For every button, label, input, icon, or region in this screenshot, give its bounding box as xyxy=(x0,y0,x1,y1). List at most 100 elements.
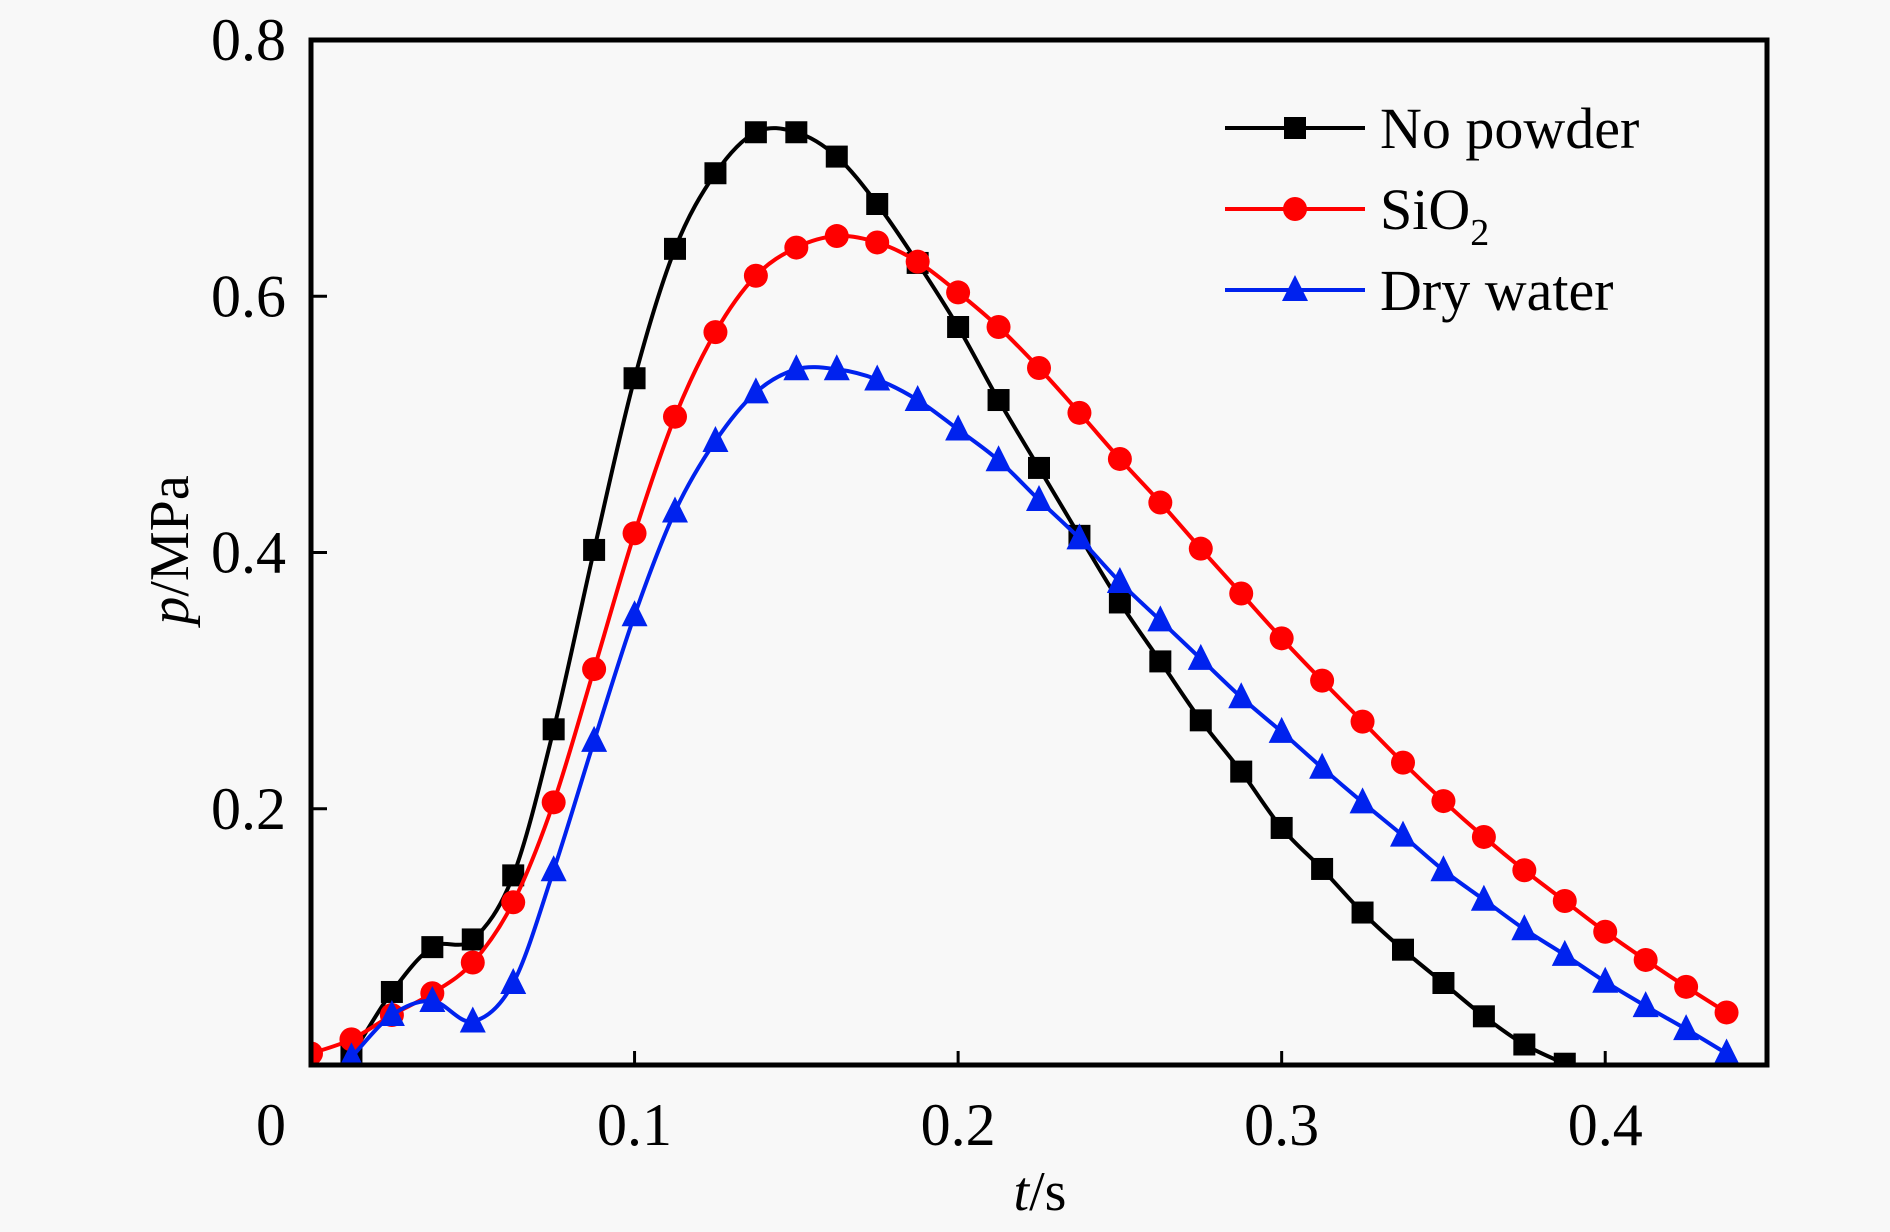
data-point-dry-water xyxy=(1147,605,1174,632)
x-axis-unit: /s xyxy=(1029,1161,1066,1223)
data-point-sio2 xyxy=(1471,824,1496,849)
data-point-no-powder xyxy=(866,193,889,215)
data-point-no-powder xyxy=(744,121,767,144)
data-point-no-powder xyxy=(987,389,1010,412)
legend-label: No powder xyxy=(1380,96,1639,161)
y-tick-label: 0.6 xyxy=(211,263,286,329)
legend-marker-circle-icon xyxy=(1283,197,1307,221)
data-point-sio2 xyxy=(1188,536,1213,561)
data-point-sio2 xyxy=(743,263,768,288)
data-point-dry-water xyxy=(340,1042,363,1065)
data-point-dry-water xyxy=(378,1000,405,1027)
x-tick-label: 0.4 xyxy=(1568,1092,1643,1158)
data-point-dry-water xyxy=(500,968,527,994)
x-tick-label: 0.1 xyxy=(597,1092,672,1158)
data-point-dry-water xyxy=(1713,1038,1740,1065)
data-point-sio2 xyxy=(339,1027,364,1052)
data-point-sio2 xyxy=(460,950,485,975)
data-point-no-powder xyxy=(1311,857,1334,880)
data-point-dry-water xyxy=(904,385,931,412)
data-point-dry-water xyxy=(459,1006,486,1033)
y-tick-label: 0.4 xyxy=(211,520,286,586)
data-point-sio2 xyxy=(784,235,809,260)
y-axis-var: p xyxy=(139,597,201,629)
data-point-dry-water xyxy=(783,354,810,381)
data-point-no-powder xyxy=(1553,1052,1576,1065)
data-point-sio2 xyxy=(1674,974,1699,999)
data-point-dry-water xyxy=(1349,787,1376,814)
data-point-dry-water xyxy=(1309,752,1336,779)
data-point-dry-water xyxy=(1268,716,1295,743)
y-axis-label: p/MPa xyxy=(139,475,201,628)
data-point-sio2 xyxy=(703,320,728,345)
legend-label: Dry water xyxy=(1380,258,1614,323)
data-point-sio2 xyxy=(541,790,566,815)
data-point-sio2 xyxy=(1633,947,1658,972)
data-point-no-powder xyxy=(380,980,403,1003)
data-point-no-powder xyxy=(704,162,727,185)
data-point-no-powder xyxy=(502,864,525,887)
data-point-no-powder xyxy=(623,367,646,390)
data-point-sio2 xyxy=(1107,446,1132,471)
x-axis-label: t/s xyxy=(1014,1161,1067,1223)
data-point-no-powder xyxy=(1351,901,1374,924)
data-point-no-powder xyxy=(583,538,606,561)
data-point-dry-water xyxy=(540,855,567,882)
data-point-no-powder xyxy=(421,936,444,959)
data-point-dry-water xyxy=(1592,966,1619,993)
data-point-no-powder xyxy=(1189,709,1212,732)
legend-label: SiO2 xyxy=(1380,177,1489,254)
data-point-dry-water xyxy=(864,364,891,391)
data-point-sio2 xyxy=(1552,889,1577,913)
data-point-no-powder xyxy=(542,718,565,741)
legend-marker-square-icon xyxy=(1284,117,1306,139)
data-point-dry-water xyxy=(419,985,446,1012)
data-point-dry-water xyxy=(1026,484,1052,511)
data-point-no-powder xyxy=(825,145,848,168)
legend-item-no-powder: No powder xyxy=(1225,96,1639,161)
data-point-sio2 xyxy=(311,1041,323,1065)
data-point-dry-water xyxy=(702,426,729,453)
legend-item-dry-water: Dry water xyxy=(1225,258,1614,323)
data-point-dry-water xyxy=(1228,682,1255,709)
data-point-dry-water xyxy=(1430,855,1457,882)
x-axis-var: t xyxy=(1014,1161,1031,1223)
data-point-dry-water xyxy=(1390,820,1416,847)
data-point-sio2 xyxy=(1391,750,1415,775)
series-line-sio2 xyxy=(311,233,1728,1056)
data-point-sio2 xyxy=(501,890,526,915)
data-point-dry-water xyxy=(985,445,1012,472)
x-tick-label: 0 xyxy=(256,1092,286,1158)
data-point-sio2 xyxy=(1350,709,1375,734)
legend-marker-triangle-icon xyxy=(1282,275,1308,301)
data-point-dry-water xyxy=(662,496,688,523)
data-point-no-powder xyxy=(664,237,686,260)
data-point-sio2 xyxy=(1512,858,1537,883)
data-point-dry-water xyxy=(945,414,972,441)
y-tick-label: 0.2 xyxy=(211,776,286,842)
data-point-sio2 xyxy=(1148,490,1173,515)
x-tick-label: 0.3 xyxy=(1244,1092,1319,1158)
data-point-no-powder xyxy=(1028,456,1050,479)
data-point-dry-water xyxy=(1066,523,1093,550)
data-point-sio2 xyxy=(1310,668,1335,693)
y-axis-unit: /MPa xyxy=(139,475,201,596)
legend-item-sio2: SiO2 xyxy=(1225,177,1489,254)
data-point-dry-water xyxy=(1106,566,1133,593)
data-point-sio2 xyxy=(905,249,930,274)
series-layer xyxy=(311,121,1740,1065)
data-point-no-powder xyxy=(1230,760,1253,783)
data-point-sio2 xyxy=(865,230,890,255)
data-point-dry-water xyxy=(1470,884,1497,911)
data-point-sio2 xyxy=(622,521,647,546)
data-point-no-powder xyxy=(1472,1005,1495,1028)
y-tick-label: 0.8 xyxy=(211,7,286,73)
ticks-layer: 0 0.1 0.2 0.3 0.4 0.2 0.4 0.6 0.8 xyxy=(211,7,1643,1158)
data-point-no-powder xyxy=(1513,1033,1536,1056)
data-point-no-powder xyxy=(1432,972,1455,994)
data-point-sio2 xyxy=(1593,919,1618,944)
data-point-dry-water xyxy=(1511,914,1538,941)
data-point-no-powder xyxy=(1108,591,1131,614)
